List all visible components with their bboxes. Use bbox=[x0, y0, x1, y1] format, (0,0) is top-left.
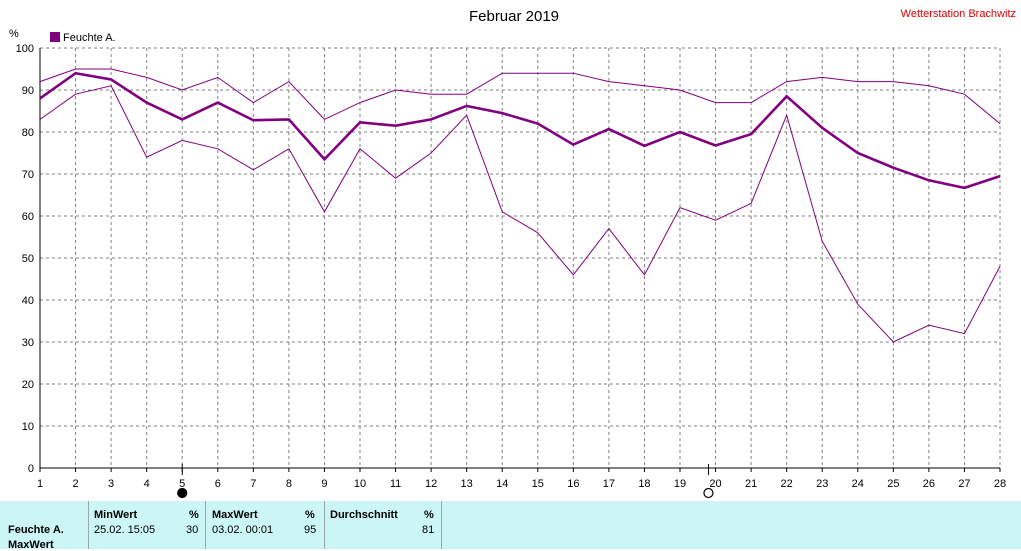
x-tick-label: 24 bbox=[852, 478, 864, 490]
series-line-avg bbox=[39, 71, 1001, 190]
x-tick-label: 1 bbox=[37, 478, 43, 490]
series-line-max bbox=[39, 68, 1001, 124]
full-moon-icon bbox=[703, 487, 714, 499]
max-header: MaxWert bbox=[212, 509, 258, 521]
y-tick-label: 40 bbox=[22, 295, 34, 307]
y-tick-label: 10 bbox=[22, 421, 34, 433]
moon-phase-markers bbox=[177, 464, 714, 499]
y-tick-label: 20 bbox=[22, 379, 34, 391]
avg-value: 81 bbox=[422, 524, 435, 536]
x-tick-label: 17 bbox=[603, 478, 615, 490]
y-tick-label: 70 bbox=[22, 169, 34, 181]
x-tick-label: 9 bbox=[321, 478, 327, 490]
max-unit: % bbox=[305, 509, 315, 521]
x-tick-label: 16 bbox=[567, 478, 579, 490]
x-tick-label: 7 bbox=[250, 478, 256, 490]
stats-background bbox=[0, 501, 1021, 549]
max-time: 03.02. 00:01 bbox=[212, 524, 274, 536]
x-tick-label: 19 bbox=[674, 478, 686, 490]
y-tick-label: 100 bbox=[16, 43, 34, 55]
x-tick-label: 21 bbox=[745, 478, 757, 490]
x-tick-label: 27 bbox=[958, 478, 970, 490]
min-value: 30 bbox=[186, 524, 199, 536]
station-name: Wetterstation Brachwitz bbox=[901, 8, 1016, 20]
avg-header: Durchschnitt bbox=[330, 509, 398, 521]
x-tick-label: 10 bbox=[354, 478, 366, 490]
y-tick-label: 60 bbox=[22, 211, 34, 223]
stats-row-label-2: MaxWert bbox=[8, 539, 54, 551]
legend-label: Feuchte A. bbox=[63, 32, 116, 44]
min-header: MinWert bbox=[94, 509, 138, 521]
y-tick-label: 80 bbox=[22, 127, 34, 139]
x-tick-label: 25 bbox=[887, 478, 899, 490]
x-tick-label: 26 bbox=[923, 478, 935, 490]
axes bbox=[39, 48, 1001, 472]
series-line-min bbox=[39, 85, 1001, 343]
y-axis-unit: % bbox=[9, 28, 19, 40]
x-tick-label: 5 bbox=[179, 478, 185, 490]
stats-panel: Feuchte A. MaxWert MinWert % 25.02. 15:0… bbox=[0, 501, 1021, 551]
y-tick-label: 0 bbox=[28, 463, 34, 475]
y-tick-label: 30 bbox=[22, 337, 34, 349]
x-tick-label: 14 bbox=[496, 478, 508, 490]
x-tick-label: 28 bbox=[994, 478, 1006, 490]
avg-unit: % bbox=[424, 509, 434, 521]
max-value: 95 bbox=[304, 524, 317, 536]
chart-title: Februar 2019 bbox=[469, 8, 559, 25]
chart: Februar 2019 Wetterstation Brachwitz % F… bbox=[9, 8, 1016, 499]
x-tick-label: 3 bbox=[108, 478, 114, 490]
x-tick-label: 8 bbox=[286, 478, 292, 490]
x-tick-label: 4 bbox=[144, 478, 150, 490]
x-tick-label: 2 bbox=[72, 478, 78, 490]
x-tick-labels: 1 2 3 4 5 6 7 8 9 10 11 12 13 14 15 16 17 18 19 20 21 22 23 24 2… bbox=[37, 478, 1006, 490]
x-tick-label: 20 bbox=[709, 478, 721, 490]
divider bbox=[324, 501, 325, 549]
legend-swatch bbox=[50, 32, 60, 42]
new-moon-icon bbox=[177, 487, 188, 499]
x-tick-label: 6 bbox=[215, 478, 221, 490]
x-tick-label: 23 bbox=[816, 478, 828, 490]
y-tick-labels: 0 10 20 30 40 50 60 70 80 90 100 bbox=[16, 43, 34, 475]
x-tick-label: 13 bbox=[461, 478, 473, 490]
x-tick-label: 22 bbox=[781, 478, 793, 490]
divider bbox=[441, 501, 442, 549]
y-tick-label: 50 bbox=[22, 253, 34, 265]
min-unit: % bbox=[189, 509, 199, 521]
x-tick-label: 12 bbox=[425, 478, 437, 490]
min-time: 25.02. 15:05 bbox=[94, 524, 156, 536]
grid bbox=[40, 47, 1001, 468]
divider bbox=[88, 501, 89, 549]
y-tick-label: 90 bbox=[22, 85, 34, 97]
x-tick-label: 18 bbox=[638, 478, 650, 490]
series-group bbox=[39, 68, 1001, 343]
x-tick-label: 15 bbox=[532, 478, 544, 490]
stats-row-label: Feuchte A. bbox=[8, 524, 64, 536]
divider bbox=[205, 501, 206, 549]
x-tick-label: 11 bbox=[390, 478, 401, 490]
